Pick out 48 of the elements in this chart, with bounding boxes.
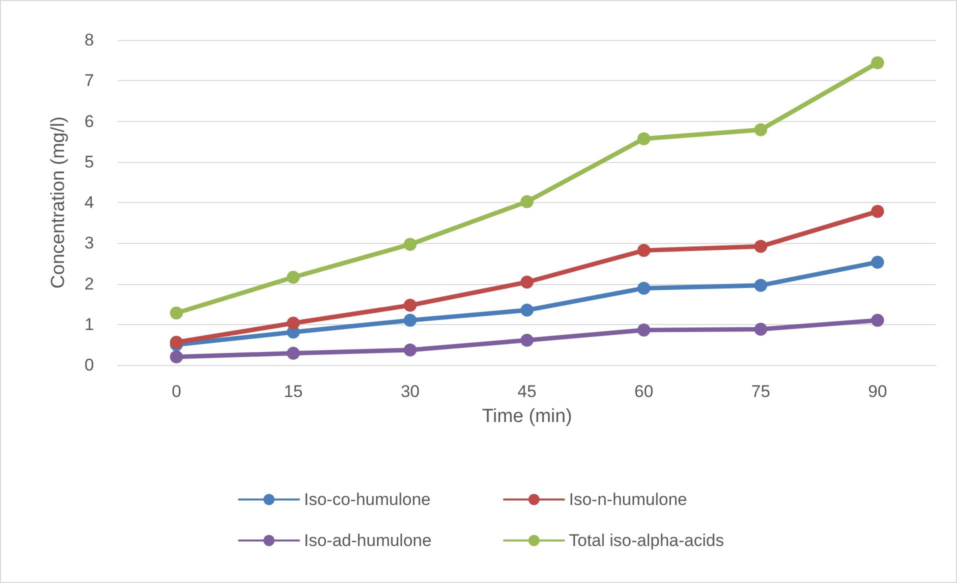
point <box>404 298 417 312</box>
point <box>404 314 417 327</box>
y-tick-label: 4 <box>84 193 94 212</box>
point <box>404 343 417 356</box>
point <box>754 123 768 136</box>
point <box>520 195 534 208</box>
point <box>404 238 417 251</box>
point <box>754 322 768 336</box>
point <box>871 256 884 269</box>
point <box>637 324 650 337</box>
y-tick-label: 0 <box>84 356 94 374</box>
point <box>754 278 768 292</box>
point <box>286 346 300 360</box>
point <box>871 56 884 70</box>
y-tick-label: 8 <box>84 30 94 50</box>
point <box>637 244 650 257</box>
point <box>170 350 183 364</box>
point <box>520 304 534 317</box>
x-tick-label: 60 <box>634 382 654 401</box>
y-tick-label: 6 <box>84 112 94 131</box>
legend-label: Iso-n-humulone <box>569 490 688 509</box>
point <box>637 132 650 146</box>
point <box>637 282 650 295</box>
x-tick-label: 15 <box>284 382 303 401</box>
y-axis-title: Concentration (mg/l) <box>48 116 69 289</box>
point <box>871 204 884 218</box>
x-axis-title: Time (min) <box>482 406 572 427</box>
x-tick-label: 30 <box>400 382 420 401</box>
x-tick-label: 45 <box>518 382 536 401</box>
point <box>286 316 300 330</box>
legend-label: Iso-ad-humulone <box>304 531 432 550</box>
y-tick-label: 1 <box>84 314 94 334</box>
point <box>170 306 183 320</box>
point <box>754 240 768 253</box>
point <box>170 336 183 349</box>
point <box>871 314 884 327</box>
y-tick-label: 3 <box>84 234 94 253</box>
x-tick-label: 90 <box>868 382 888 401</box>
legend-label: Total iso-alpha-acids <box>569 531 724 550</box>
y-tick-label: 5 <box>84 152 94 172</box>
point <box>520 276 534 289</box>
point <box>286 270 300 284</box>
x-tick-label: 0 <box>172 382 182 401</box>
y-tick-label: 7 <box>84 71 94 90</box>
x-tick-label: 75 <box>751 382 770 401</box>
y-tick-label: 2 <box>84 274 94 294</box>
legend-label: Iso-co-humulone <box>304 490 431 509</box>
point <box>520 334 534 347</box>
